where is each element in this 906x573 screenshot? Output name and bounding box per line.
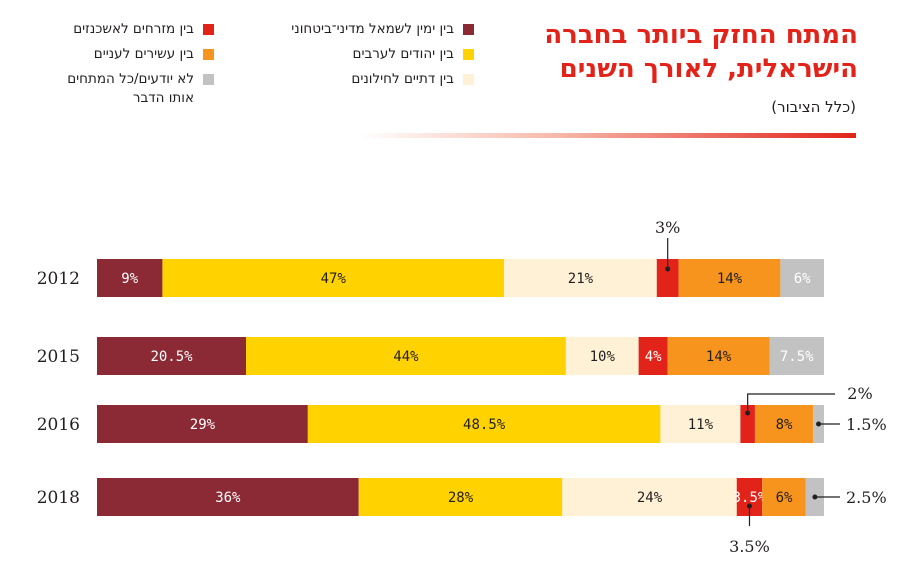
bar-value-label: 29% [190, 417, 216, 433]
legend-item-dont-know: לא יודעים/כל המתחים אותו הדבר [44, 70, 214, 108]
bar-segment [246, 337, 566, 375]
bar-value-label: 21% [568, 271, 594, 287]
title-underline [360, 133, 856, 138]
bar-value-label: 20.5% [150, 349, 193, 365]
bar-value-label: 6% [776, 490, 793, 506]
callout-dot [746, 503, 752, 509]
bar-segment [754, 405, 814, 443]
bar-segment [565, 337, 639, 375]
bar-value-label: 9% [121, 271, 138, 287]
legend-swatch [463, 24, 474, 35]
bar-segment [162, 259, 505, 297]
callout-label: 2% [847, 384, 872, 403]
bar-value-label: 4% [645, 349, 662, 365]
bar-segment [740, 405, 755, 443]
bar-segment [307, 405, 661, 443]
legend-swatch [203, 74, 214, 85]
legend-swatch [463, 74, 474, 85]
bar-value-label: 48.5% [463, 417, 506, 433]
legend-label: בין דתיים לחילונים [351, 71, 454, 87]
bar-value-label: 47% [321, 271, 347, 287]
callout-dot [816, 421, 822, 427]
bar-value-label: 7.5% [780, 349, 814, 365]
bar-value-label: 6% [794, 271, 811, 287]
bar-value-label: 14% [717, 271, 743, 287]
bar-value-label: 14% [706, 349, 732, 365]
legend-label: לא יודעים/כל המתחים אותו הדבר [67, 71, 194, 106]
bar-segment [780, 259, 824, 297]
bar-segment [97, 405, 308, 443]
bar-segment [762, 478, 806, 516]
bar-segment [656, 259, 679, 297]
legend-item-rich-poor: בין עשירים לעניים [93, 45, 214, 64]
bar-segment [358, 478, 563, 516]
chart-title: המתח החזק ביותר בחברה הישראלית, לאורך הש… [544, 20, 858, 84]
legend-item-religious-secular: בין דתיים לחילונים [351, 70, 474, 89]
year-label-2016: 2016 [37, 415, 80, 435]
year-label-2015: 2015 [37, 347, 80, 367]
year-label-2018: 2018 [37, 488, 80, 508]
bar-value-label: 8% [776, 417, 793, 433]
bar-value-label: 24% [637, 490, 663, 506]
legend-swatch [463, 49, 474, 60]
legend-item-left-right: בין ימין לשמאל מדיני־ביטחוני [291, 20, 474, 39]
bar-segment [504, 259, 657, 297]
callout-dot [745, 410, 751, 416]
legend-label: בין ימין לשמאל מדיני־ביטחוני [291, 21, 454, 37]
legend-swatch [203, 24, 214, 35]
bar-value-label: 10% [590, 349, 616, 365]
bar-value-label: 44% [393, 349, 419, 365]
callout-label: 3% [655, 218, 680, 237]
legend-label: בין יהודים לערבים [352, 46, 454, 62]
bar-value-label: 11% [688, 417, 714, 433]
callout-dot [665, 266, 671, 272]
bar-segment [678, 259, 781, 297]
bar-segment [97, 337, 247, 375]
legend-item-jews-arabs: בין יהודים לערבים [352, 45, 474, 64]
legend-swatch [203, 49, 214, 60]
legend-label: בין עשירים לעניים [93, 46, 194, 62]
bar-segment [660, 405, 741, 443]
callout-label: 1.5% [846, 415, 887, 434]
bar-segment [97, 478, 359, 516]
callout-leader [747, 393, 835, 413]
legend-item-mizrahi-ashkenazi: בין מזרחים לאשכנזים [73, 20, 214, 39]
legend-label: בין מזרחים לאשכנזים [73, 21, 194, 37]
bar-segment [97, 259, 163, 297]
bar-value-label: 28% [448, 490, 474, 506]
bar-segment [667, 337, 770, 375]
callout-label: 3.5% [729, 537, 770, 556]
year-label-2012: 2012 [37, 269, 80, 289]
bar-value-label: 36% [215, 490, 241, 506]
bar-segment [638, 337, 668, 375]
callout-label: 2.5% [846, 488, 887, 507]
bar-value-label: 3.5% [733, 490, 767, 506]
bar-segment [562, 478, 737, 516]
callout-dot [812, 494, 818, 500]
chart-subtitle: (כלל הציבור) [771, 98, 856, 116]
bar-segment [769, 337, 824, 375]
